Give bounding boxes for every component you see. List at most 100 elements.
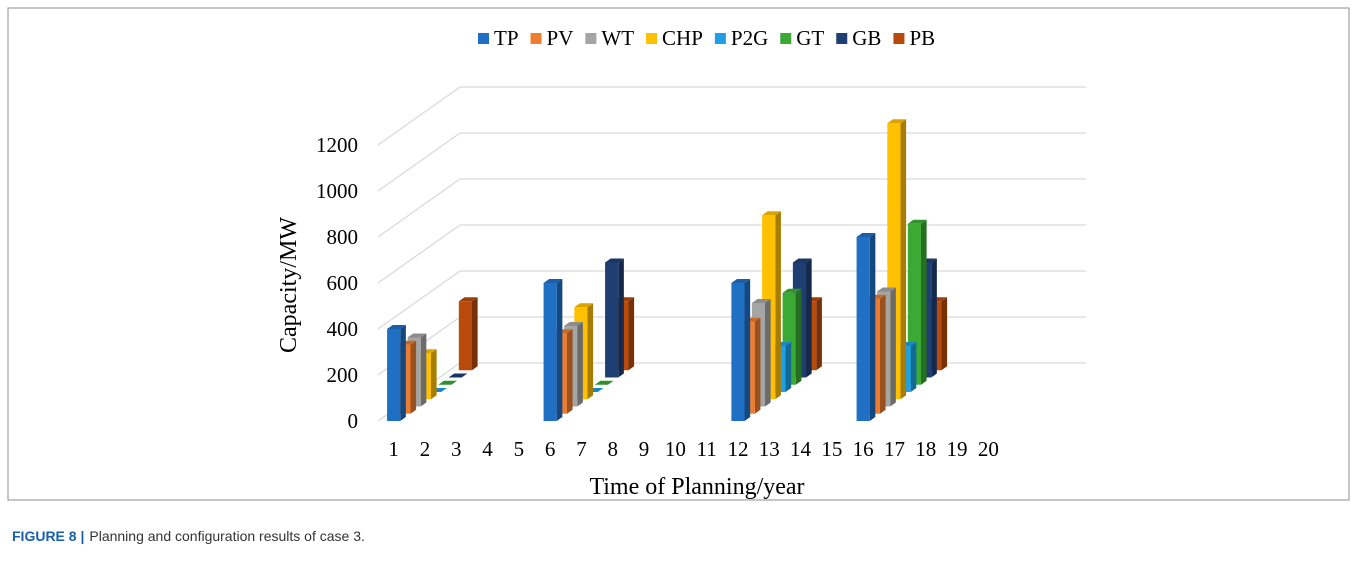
x-tick-label: 19 xyxy=(947,437,968,461)
y-axis-label: Capacity/MW xyxy=(276,217,302,353)
bar-side xyxy=(400,325,406,421)
caption-text: Planning and configuration results of ca… xyxy=(89,528,365,544)
bar-top xyxy=(574,303,594,308)
bar-top xyxy=(438,380,458,385)
bar-top xyxy=(387,325,406,329)
legend-swatch xyxy=(893,33,905,44)
bar-top xyxy=(751,299,771,303)
y-tick-label: 800 xyxy=(327,225,359,249)
legend-label: CHP xyxy=(662,26,703,50)
frame xyxy=(7,7,1350,501)
x-tick-label: 3 xyxy=(451,437,462,461)
bar-side xyxy=(910,342,917,392)
bar-side xyxy=(566,329,573,414)
bar-side xyxy=(618,258,624,378)
x-axis-label: Time of Planning/year xyxy=(589,474,804,500)
x-tick-label: 13 xyxy=(759,437,780,461)
legend-swatch xyxy=(530,33,542,44)
bar-top xyxy=(605,258,624,263)
bar-side xyxy=(941,297,948,371)
bar-top xyxy=(448,373,468,378)
x-tick-label: 2 xyxy=(420,437,431,461)
legend-label: WT xyxy=(601,26,634,50)
x-tick-label: 20 xyxy=(978,437,999,461)
legend-swatch xyxy=(780,33,792,44)
bar-top xyxy=(543,279,563,283)
bar-side xyxy=(931,258,937,378)
caption-label: FIGURE 8 | xyxy=(12,528,84,544)
bar xyxy=(458,297,478,371)
y-tick-label: 400 xyxy=(327,317,359,341)
bar-side xyxy=(785,342,792,392)
x-tick-label: 1 xyxy=(388,437,399,461)
caption: FIGURE 8 | Planning and configuration res… xyxy=(12,528,365,544)
bar-side xyxy=(869,233,876,421)
bar xyxy=(448,373,468,378)
bar-side xyxy=(420,333,427,407)
bar-top xyxy=(564,322,583,326)
x-tick-label: 18 xyxy=(915,437,936,461)
grid-line xyxy=(377,178,1086,238)
bar-side xyxy=(754,317,761,414)
bar-top xyxy=(887,119,907,124)
bar xyxy=(438,380,458,385)
bar-side xyxy=(577,322,583,407)
bar-side xyxy=(795,288,802,385)
x-tick-label: 9 xyxy=(639,437,650,461)
legend-label: P2G xyxy=(731,26,768,50)
bar-side xyxy=(410,340,417,414)
x-tick-label: 6 xyxy=(545,437,556,461)
x-tick-label: 5 xyxy=(514,437,525,461)
bar xyxy=(856,233,876,421)
x-tick-label: 11 xyxy=(697,437,717,461)
bar-side xyxy=(806,258,812,378)
grid-line xyxy=(377,86,1086,146)
bar-front xyxy=(458,301,472,371)
bar-side xyxy=(816,297,822,371)
bar-top xyxy=(877,287,896,292)
grid-line xyxy=(377,270,1086,330)
x-tick-label: 8 xyxy=(608,437,619,461)
bar-top xyxy=(407,333,427,338)
legend-label: GB xyxy=(852,26,881,50)
bar-front xyxy=(856,237,870,421)
x-tick-label: 10 xyxy=(665,437,686,461)
grid-line xyxy=(377,224,1086,284)
legend-label: TP xyxy=(494,26,519,50)
bar-top xyxy=(458,297,478,302)
bar-side xyxy=(628,297,635,371)
legend-swatch xyxy=(585,33,597,44)
y-tick-label: 1000 xyxy=(316,179,358,203)
bar-side xyxy=(556,279,563,421)
bar-side xyxy=(744,279,751,421)
bar-side xyxy=(587,303,594,400)
bar xyxy=(605,258,624,378)
legend-swatch xyxy=(836,33,848,44)
bar-side xyxy=(765,299,771,407)
bar xyxy=(543,279,563,421)
bar-front xyxy=(543,283,557,421)
bar-side xyxy=(775,211,781,400)
bar-side xyxy=(879,294,886,414)
bar-side xyxy=(471,297,478,371)
bar-top xyxy=(731,279,751,283)
bar xyxy=(731,279,751,421)
grid-line xyxy=(377,132,1086,192)
x-tick-label: 7 xyxy=(576,437,587,461)
legend-swatch xyxy=(478,33,489,44)
x-tick-label: 16 xyxy=(853,437,874,461)
x-tick-label: 17 xyxy=(884,437,905,461)
bar-front xyxy=(605,262,619,378)
bar-top xyxy=(594,380,614,385)
x-tick-label: 15 xyxy=(821,437,842,461)
y-tick-label: 200 xyxy=(327,363,359,387)
legend-label: PV xyxy=(547,26,574,50)
bar-front xyxy=(731,283,745,421)
bar-front xyxy=(387,329,401,421)
legend-label: GT xyxy=(796,26,824,50)
y-tick-label: 0 xyxy=(348,409,359,433)
bar-top xyxy=(762,211,781,216)
bar xyxy=(387,325,406,421)
bar xyxy=(594,380,614,385)
